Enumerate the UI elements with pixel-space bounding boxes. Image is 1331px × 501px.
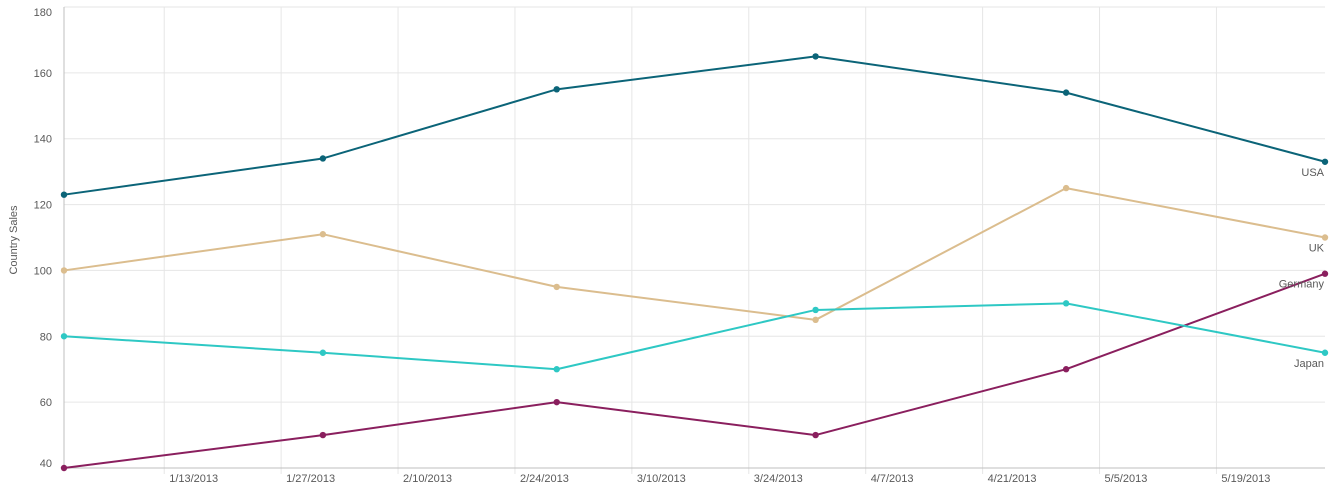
- data-point: [319, 349, 327, 356]
- series-label: USA: [1301, 167, 1324, 179]
- x-axis: 1/13/2013 1/27/2013 2/10/2013 2/24/2013 3/10…: [64, 467, 1325, 485]
- series-line-uk: [63, 187, 1326, 321]
- data-point: [812, 316, 819, 324]
- y-tick-label: 40: [40, 458, 52, 470]
- x-tick-label: 3/24/2013: [754, 473, 803, 485]
- data-point: [1062, 300, 1070, 307]
- data-point: [60, 267, 68, 274]
- x-tick-label: 5/19/2013: [1221, 473, 1270, 485]
- data-point: [553, 283, 560, 291]
- data-point: [812, 431, 819, 439]
- grid: [64, 6, 1325, 474]
- x-tick-label: 1/13/2013: [169, 473, 218, 485]
- x-tick-label: 2/10/2013: [403, 473, 452, 485]
- y-tick-label: 180: [34, 7, 52, 19]
- series-line-germany: [63, 272, 1326, 469]
- data-point: [60, 191, 68, 198]
- data-point: [1321, 349, 1329, 356]
- data-point: [553, 86, 560, 93]
- x-tick-label: 2/24/2013: [520, 473, 569, 485]
- data-point: [60, 464, 68, 472]
- data-point: [1321, 270, 1329, 277]
- y-tick-label: 120: [34, 200, 52, 212]
- x-tick-label: 3/10/2013: [637, 473, 686, 485]
- y-tick-label: 140: [34, 134, 52, 146]
- series-labels: USA UK Germany Japan: [1279, 167, 1325, 370]
- x-tick-label: 1/27/2013: [286, 473, 335, 485]
- data-point: [1062, 184, 1070, 192]
- series-label: Japan: [1294, 358, 1324, 370]
- data-point: [319, 231, 327, 238]
- x-tick-label: 4/21/2013: [988, 473, 1037, 485]
- y-axis: 40 60 80 100 120 140 160 180: [34, 7, 65, 470]
- data-point: [60, 333, 68, 340]
- x-tick-label: 4/7/2013: [871, 473, 914, 485]
- series: [60, 53, 1329, 472]
- data-point: [319, 431, 327, 439]
- data-point: [1321, 234, 1329, 241]
- data-point: [1321, 158, 1329, 165]
- data-point: [1062, 366, 1070, 373]
- data-point: [553, 366, 560, 373]
- data-point: [812, 53, 819, 60]
- y-tick-label: 80: [40, 331, 52, 343]
- series-line-japan: [63, 302, 1326, 371]
- y-tick-label: 60: [40, 397, 52, 409]
- series-label: UK: [1309, 243, 1325, 255]
- data-point: [812, 306, 819, 314]
- y-tick-label: 100: [34, 265, 52, 277]
- y-axis-title: Country Sales: [8, 205, 20, 275]
- series-line-usa: [63, 55, 1326, 196]
- x-tick-label: 5/5/2013: [1105, 473, 1148, 485]
- data-point: [1062, 89, 1070, 96]
- data-point: [553, 398, 560, 406]
- y-tick-label: 160: [34, 68, 52, 80]
- data-point: [319, 155, 327, 162]
- series-label: Germany: [1279, 279, 1325, 291]
